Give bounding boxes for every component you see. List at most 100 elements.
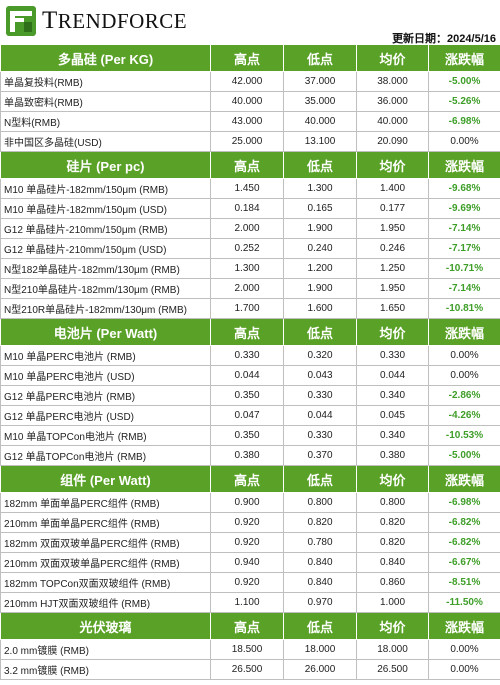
price-change: -7.17% (428, 238, 500, 259)
price-avg: 0.330 (356, 345, 429, 366)
product-name: M10 单晶硅片-182mm/150μm (USD) (0, 198, 211, 219)
price-change: -6.98% (428, 111, 500, 132)
price-avg: 0.840 (356, 552, 429, 573)
price-high: 40.000 (210, 91, 284, 112)
table-row: M10 单晶TOPCon电池片 (RMB) 0.350 0.330 0.340 -10.… (0, 425, 500, 446)
table-row: N型182单晶硅片-182mm/130μm (RMB) 1.300 1.200 1.2… (0, 258, 500, 279)
price-low: 37.000 (283, 71, 357, 92)
table-row: G12 单晶TOPCon电池片 (RMB) 0.380 0.370 0.380 -5.0… (0, 445, 500, 466)
product-name: 210mm 单面单晶PERC组件 (RMB) (0, 512, 211, 533)
table-row: G12 单晶硅片-210mm/150μm (RMB) 2.000 1.900 1.95… (0, 218, 500, 239)
price-high: 0.920 (210, 572, 284, 593)
section-title: 组件 (Per Watt) (0, 465, 211, 493)
price-avg: 0.820 (356, 532, 429, 553)
table-row: 210mm 双面双玻单晶PERC组件 (RMB) 0.940 0.840 0.840-… (0, 552, 500, 573)
product-name: 210mm HJT双面双玻组件 (RMB) (0, 592, 211, 613)
product-name: N型料(RMB) (0, 111, 211, 132)
price-avg: 0.340 (356, 385, 429, 406)
column-header-avg: 均价 (356, 44, 429, 72)
price-avg: 36.000 (356, 91, 429, 112)
price-low: 40.000 (283, 111, 357, 132)
price-table: 多晶硅 (Per KG) 高点 低点 均价 涨跌幅 单晶复投料(RMB) 42.000 37.… (0, 44, 500, 680)
price-low: 0.043 (283, 365, 357, 386)
product-name: 3.2 mm镀膜 (RMB) (0, 659, 211, 680)
column-header-avg: 均价 (356, 612, 429, 640)
product-name: N型210R单晶硅片-182mm/130μm (RMB) (0, 298, 211, 319)
price-high: 2.000 (210, 278, 284, 299)
table-row: 182mm 单面单晶PERC组件 (RMB) 0.900 0.800 0.800 -6.… (0, 492, 500, 513)
price-change: 0.00% (428, 659, 500, 680)
price-high: 0.350 (210, 425, 284, 446)
price-high: 0.252 (210, 238, 284, 259)
price-low: 1.900 (283, 218, 357, 239)
product-name: 非中国区多晶硅(USD) (0, 131, 211, 152)
product-name: G12 单晶TOPCon电池片 (RMB) (0, 445, 211, 466)
product-name: 210mm 双面双玻单晶PERC组件 (RMB) (0, 552, 211, 573)
section-title: 光伏玻璃 (0, 612, 211, 640)
column-header-low: 低点 (283, 151, 357, 179)
column-header-low: 低点 (283, 44, 357, 72)
table-row: M10 单晶硅片-182mm/150μm (RMB) 1.450 1.300 1.40… (0, 178, 500, 199)
product-name: 单晶复投料(RMB) (0, 71, 211, 92)
product-name: G12 单晶硅片-210mm/150μm (RMB) (0, 218, 211, 239)
price-high: 26.500 (210, 659, 284, 680)
price-change: 0.00% (428, 131, 500, 152)
price-change: -10.81% (428, 298, 500, 319)
price-avg: 0.044 (356, 365, 429, 386)
product-name: 182mm 单面单晶PERC组件 (RMB) (0, 492, 211, 513)
price-change: -9.68% (428, 178, 500, 199)
price-change: 0.00% (428, 639, 500, 660)
product-name: M10 单晶硅片-182mm/150μm (RMB) (0, 178, 211, 199)
price-low: 0.044 (283, 405, 357, 426)
table-row: N型210R单晶硅片-182mm/130μm (RMB) 1.700 1.600 1.… (0, 298, 500, 319)
price-low: 26.000 (283, 659, 357, 680)
price-change: 0.00% (428, 345, 500, 366)
price-change: -6.67% (428, 552, 500, 573)
price-high: 1.450 (210, 178, 284, 199)
price-low: 0.165 (283, 198, 357, 219)
price-high: 1.100 (210, 592, 284, 613)
table-row: 182mm TOPCon双面双玻组件 (RMB) 0.920 0.840 0.860-… (0, 572, 500, 593)
price-low: 18.000 (283, 639, 357, 660)
column-header-change: 涨跌幅 (428, 151, 500, 179)
product-name: M10 单晶PERC电池片 (RMB) (0, 345, 211, 366)
column-header-avg: 均价 (356, 318, 429, 346)
table-row: N型料(RMB) 43.000 40.000 40.000 -6.98% (0, 111, 500, 132)
price-avg: 0.177 (356, 198, 429, 219)
price-avg: 1.950 (356, 278, 429, 299)
price-change: -5.26% (428, 91, 500, 112)
table-row: G12 单晶PERC电池片 (USD) 0.047 0.044 0.045 -4.26% (0, 405, 500, 426)
price-low: 0.370 (283, 445, 357, 466)
price-avg: 0.045 (356, 405, 429, 426)
price-avg: 1.000 (356, 592, 429, 613)
column-header-low: 低点 (283, 612, 357, 640)
price-low: 1.300 (283, 178, 357, 199)
column-header-low: 低点 (283, 465, 357, 493)
column-header-high: 高点 (210, 318, 284, 346)
price-change: -7.14% (428, 278, 500, 299)
section-header: 多晶硅 (Per KG) 高点 低点 均价 涨跌幅 (0, 44, 500, 72)
price-change: -10.53% (428, 425, 500, 446)
table-row: 210mm 单面单晶PERC组件 (RMB) 0.920 0.820 0.820 -6.… (0, 512, 500, 533)
price-avg: 20.090 (356, 131, 429, 152)
section-title: 硅片 (Per pc) (0, 151, 211, 179)
column-header-low: 低点 (283, 318, 357, 346)
price-low: 1.200 (283, 258, 357, 279)
section-header: 硅片 (Per pc) 高点 低点 均价 涨跌幅 (0, 151, 500, 179)
table-row: N型210单晶硅片-182mm/130μm (RMB) 2.000 1.900 1.9… (0, 278, 500, 299)
price-avg: 0.380 (356, 445, 429, 466)
table-row: 非中国区多晶硅(USD) 25.000 13.100 20.090 0.00% (0, 131, 500, 152)
price-high: 2.000 (210, 218, 284, 239)
price-high: 0.330 (210, 345, 284, 366)
price-low: 35.000 (283, 91, 357, 112)
price-change: -8.51% (428, 572, 500, 593)
price-change: -9.69% (428, 198, 500, 219)
table-row: 3.2 mm镀膜 (RMB) 26.500 26.000 26.500 0.00% (0, 659, 500, 680)
product-name: 182mm 双面双玻单晶PERC组件 (RMB) (0, 532, 211, 553)
column-header-avg: 均价 (356, 465, 429, 493)
table-row: M10 单晶PERC电池片 (RMB) 0.330 0.320 0.330 0.00% (0, 345, 500, 366)
price-low: 0.780 (283, 532, 357, 553)
section-title: 多晶硅 (Per KG) (0, 44, 211, 72)
table-row: 2.0 mm镀膜 (RMB) 18.500 18.000 18.000 0.00% (0, 639, 500, 660)
column-header-high: 高点 (210, 465, 284, 493)
